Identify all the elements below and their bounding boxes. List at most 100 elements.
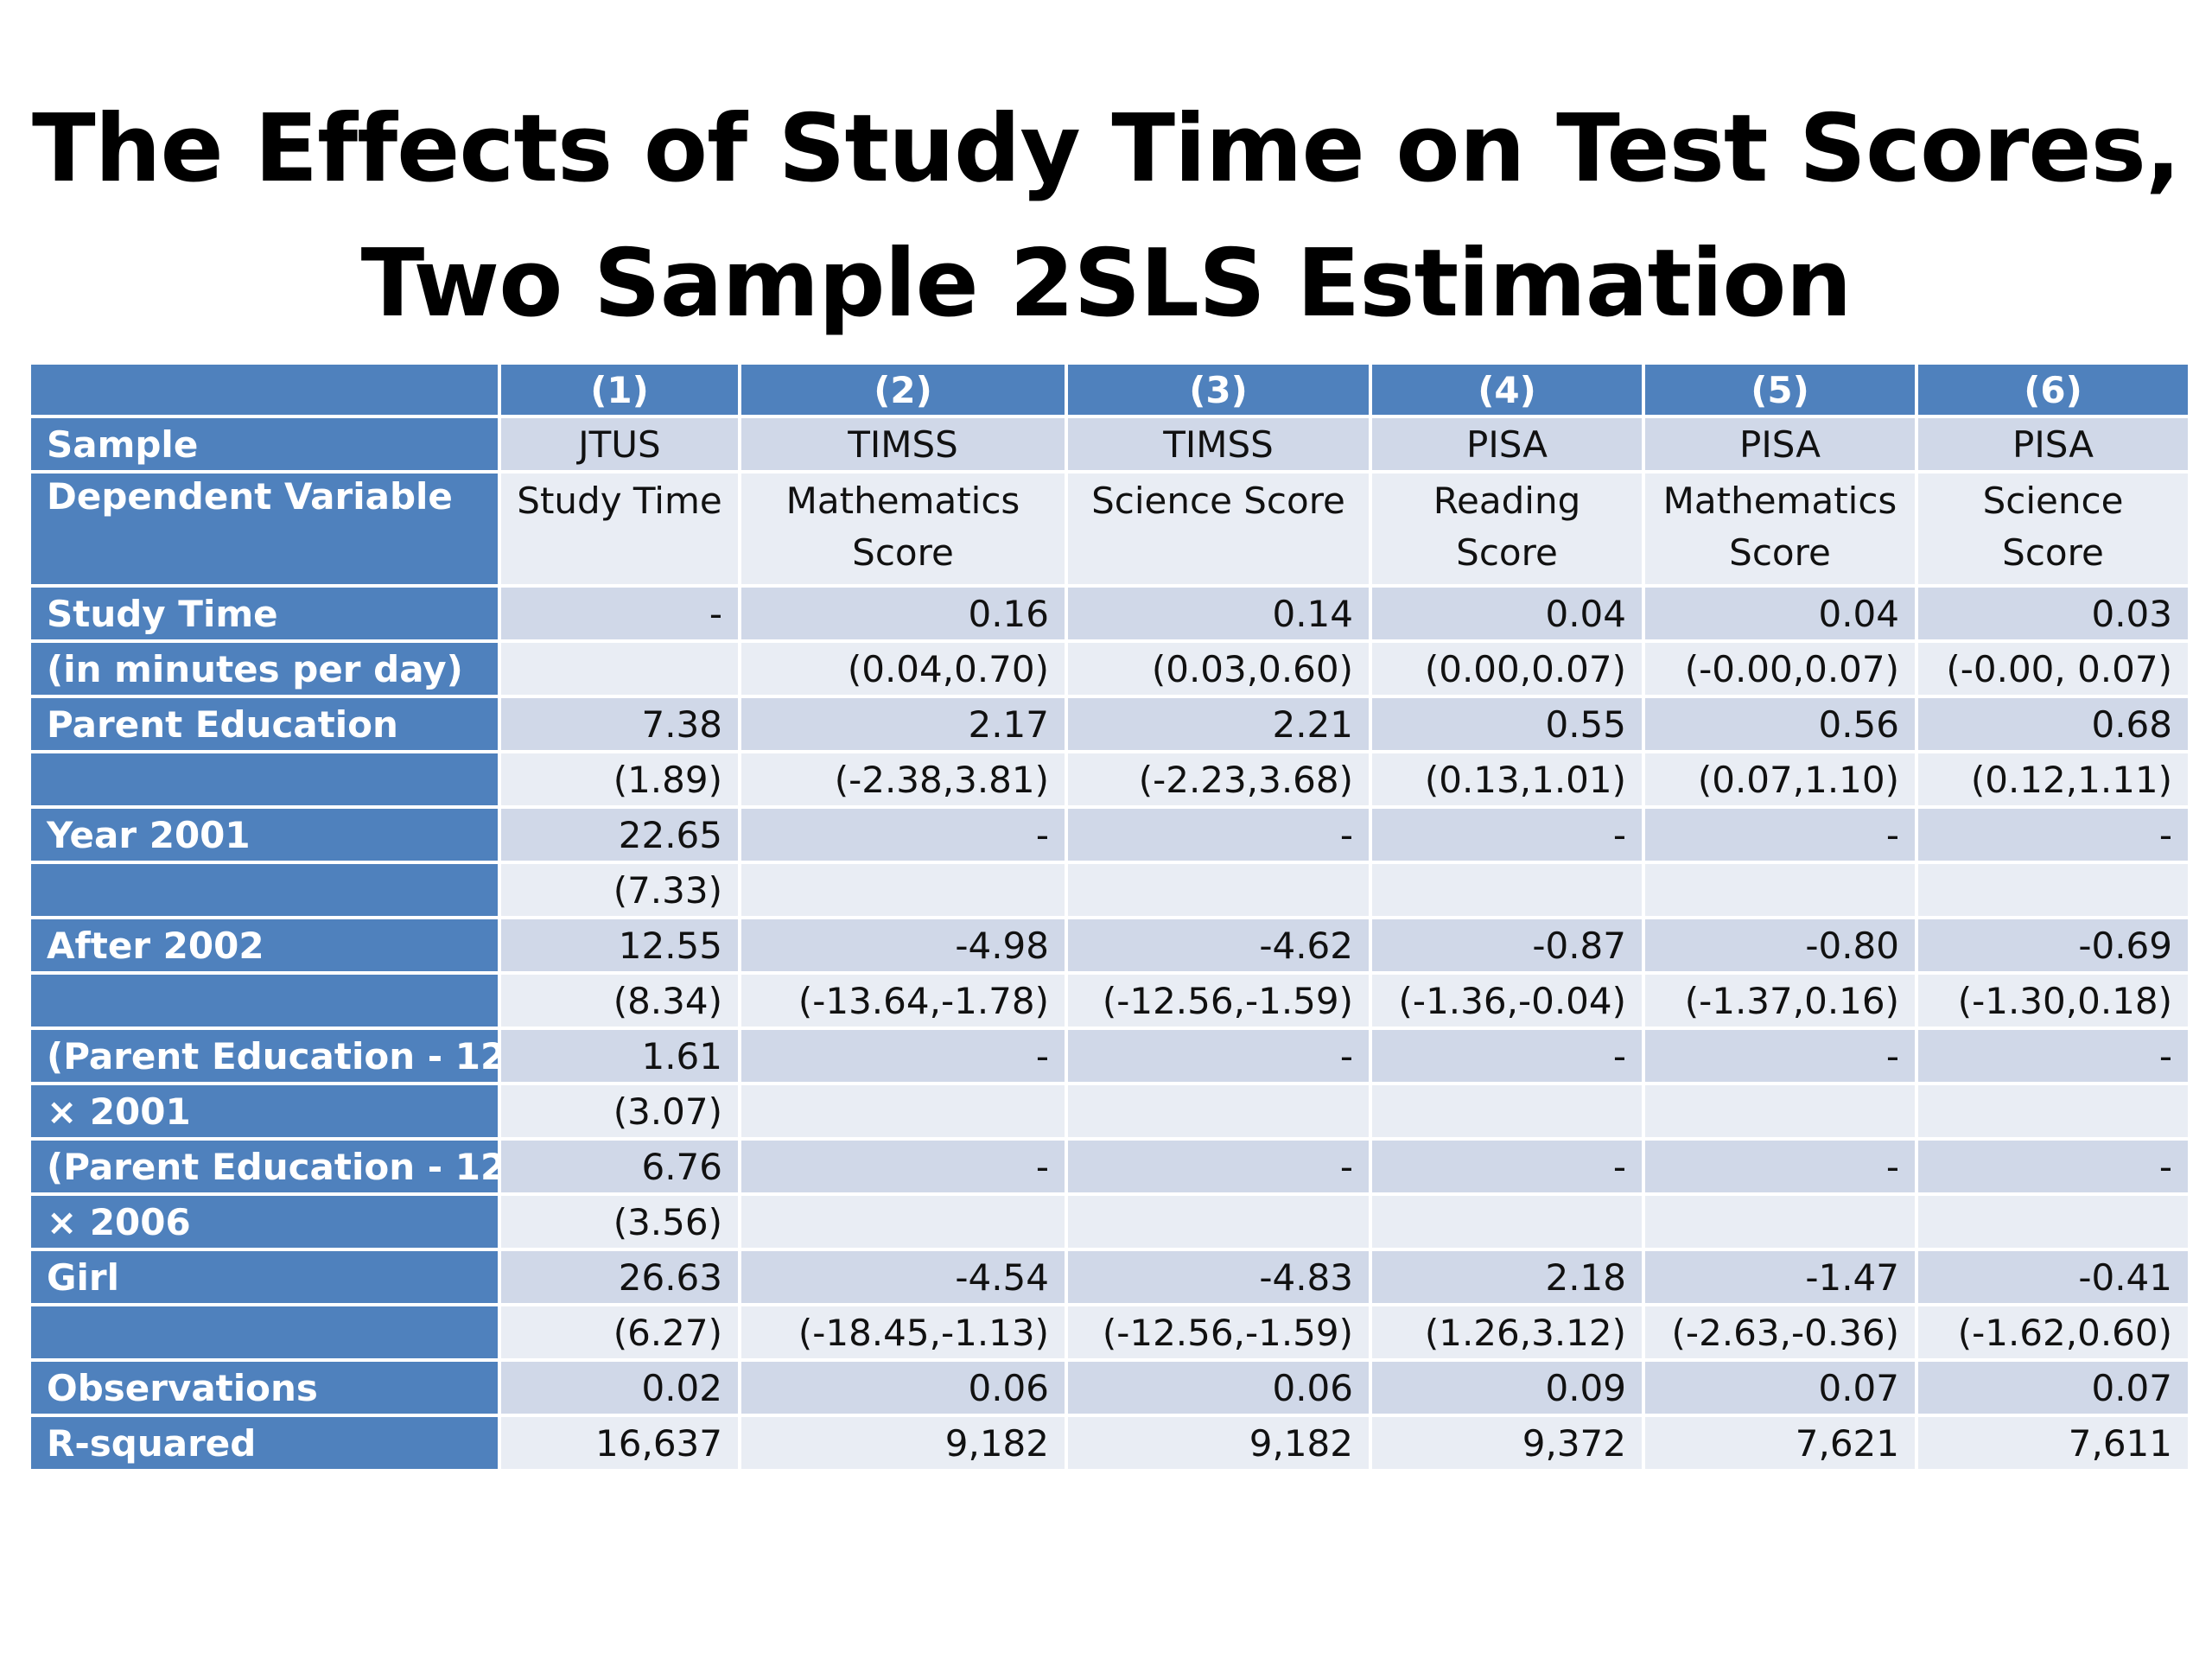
column-header-corner xyxy=(31,365,498,415)
table-row: Girl 26.63 -4.54 -4.83 2.18 -1.47 -0.41 xyxy=(31,1251,2188,1303)
table-cell xyxy=(1068,1085,1369,1137)
table-cell: (1.26,3.12) xyxy=(1372,1306,1642,1358)
table-cell xyxy=(741,864,1065,916)
row-label xyxy=(31,864,498,916)
table-cell: 22.65 xyxy=(501,809,738,861)
table-cell: - xyxy=(1372,809,1642,861)
table-cell: - xyxy=(1918,809,2188,861)
table-cell: 0.04 xyxy=(1645,588,1915,639)
table-cell: 0.09 xyxy=(1372,1362,1642,1414)
column-header: (3) xyxy=(1068,365,1369,415)
table-row: After 2002 12.55 -4.98 -4.62 -0.87 -0.80 -0.69 xyxy=(31,919,2188,971)
table-cell: Mathematics Score xyxy=(1645,474,1915,584)
table-cell: (3.07) xyxy=(501,1085,738,1137)
table-cell: Science Score xyxy=(1068,474,1369,584)
table-cell: (0.12,1.11) xyxy=(1918,753,2188,805)
table-cell: -4.83 xyxy=(1068,1251,1369,1303)
table-row: (6.27) (-18.45,-1.13) (-12.56,-1.59) (1.26,… xyxy=(31,1306,2188,1358)
table-cell xyxy=(1372,864,1642,916)
table-cell xyxy=(1372,1196,1642,1248)
table-cell: - xyxy=(1645,1030,1915,1082)
table-cell: Reading Score xyxy=(1372,474,1642,584)
table-cell: 1.61 xyxy=(501,1030,738,1082)
row-label: Sample xyxy=(31,418,498,470)
table-cell: - xyxy=(1645,809,1915,861)
table-cell: 0.16 xyxy=(741,588,1065,639)
dependent-variable-row: Dependent Variable Study Time Mathematic… xyxy=(31,474,2188,584)
table-cell: (-1.30,0.18) xyxy=(1918,975,2188,1027)
table-cell: (-1.37,0.16) xyxy=(1645,975,1915,1027)
table-cell: 0.56 xyxy=(1645,698,1915,750)
table-cell: 9,182 xyxy=(741,1417,1065,1469)
row-label: Study Time xyxy=(31,588,498,639)
table-cell: 9,372 xyxy=(1372,1417,1642,1469)
table-cell: -0.69 xyxy=(1918,919,2188,971)
table-cell: (8.34) xyxy=(501,975,738,1027)
row-label: Dependent Variable xyxy=(31,474,498,584)
table-cell: 12.55 xyxy=(501,919,738,971)
table-cell: - xyxy=(1645,1141,1915,1192)
table-row: × 2006 (3.56) xyxy=(31,1196,2188,1248)
table-cell: -0.41 xyxy=(1918,1251,2188,1303)
row-label: After 2002 xyxy=(31,919,498,971)
table-cell xyxy=(741,1196,1065,1248)
table-cell: Study Time xyxy=(501,474,738,584)
sample-row: Sample JTUS TIMSS TIMSS PISA PISA PISA xyxy=(31,418,2188,470)
table-cell: -4.98 xyxy=(741,919,1065,971)
table-cell: -4.54 xyxy=(741,1251,1065,1303)
table-cell: Mathematics Score xyxy=(741,474,1065,584)
table-cell: Science Score xyxy=(1918,474,2188,584)
table-cell: (-0.00,0.07) xyxy=(1645,643,1915,695)
table-cell: 9,182 xyxy=(1068,1417,1369,1469)
table-row: (Parent Education - 12) 6.76- - - - - xyxy=(31,1141,2188,1192)
table-cell: - xyxy=(1918,1141,2188,1192)
table-cell xyxy=(1918,1196,2188,1248)
table-cell: (7.33) xyxy=(501,864,738,916)
table-cell: (-12.56,-1.59) xyxy=(1068,975,1369,1027)
table-cell: (-2.23,3.68) xyxy=(1068,753,1369,805)
column-header-row: (1) (2) (3) (4) (5) (6) xyxy=(31,365,2188,415)
table-cell: - xyxy=(741,1030,1065,1082)
row-label: Observations xyxy=(31,1362,498,1414)
table-cell xyxy=(1918,1085,2188,1137)
table-cell: TIMSS xyxy=(1068,418,1369,470)
table-row: (Parent Education - 12) 1.61- - - - - xyxy=(31,1030,2188,1082)
table-cell: 0.07 xyxy=(1645,1362,1915,1414)
row-label: (Parent Education - 12) xyxy=(31,1030,498,1082)
table-cell: (-2.63,-0.36) xyxy=(1645,1306,1915,1358)
table-cell: (-1.62,0.60) xyxy=(1918,1306,2188,1358)
table-cell: 7,611 xyxy=(1918,1417,2188,1469)
table-row: Year 2001 22.65- - - - - xyxy=(31,809,2188,861)
table-cell: (-13.64,-1.78) xyxy=(741,975,1065,1027)
table-cell: 2.17 xyxy=(741,698,1065,750)
table-cell: (3.56) xyxy=(501,1196,738,1248)
slide-title: The Effects of Study Time on Test Scores… xyxy=(0,82,2212,352)
table-cell: 0.07 xyxy=(1918,1362,2188,1414)
row-label: R-squared xyxy=(31,1417,498,1469)
table-cell: (-12.56,-1.59) xyxy=(1068,1306,1369,1358)
table-cell: 2.18 xyxy=(1372,1251,1642,1303)
table-cell: PISA xyxy=(1372,418,1642,470)
table-cell: - xyxy=(741,809,1065,861)
row-label: Parent Education xyxy=(31,698,498,750)
table-cell: - xyxy=(1068,1030,1369,1082)
table-cell: 0.55 xyxy=(1372,698,1642,750)
table-cell: (0.03,0.60) xyxy=(1068,643,1369,695)
table-cell: 16,637 xyxy=(501,1417,738,1469)
row-label: (in minutes per day) xyxy=(31,643,498,695)
table-cell: -0.80 xyxy=(1645,919,1915,971)
table-cell: 7,621 xyxy=(1645,1417,1915,1469)
table-cell: 7.38 xyxy=(501,698,738,750)
table-cell: (0.04,0.70) xyxy=(741,643,1065,695)
title-line-2: Two Sample 2SLS Estimation xyxy=(360,230,1853,338)
table-cell: 0.06 xyxy=(1068,1362,1369,1414)
table-row: (in minutes per day) (0.04,0.70) (0.03,0.6… xyxy=(31,643,2188,695)
table-cell: PISA xyxy=(1918,418,2188,470)
table-cell: 6.76 xyxy=(501,1141,738,1192)
table-cell: - xyxy=(501,588,738,639)
results-table: (1) (2) (3) (4) (5) (6) Sample JTUS TIMS… xyxy=(28,361,2191,1472)
table-cell xyxy=(1645,1196,1915,1248)
column-header: (5) xyxy=(1645,365,1915,415)
table-cell: (6.27) xyxy=(501,1306,738,1358)
row-label: × 2006 xyxy=(31,1196,498,1248)
